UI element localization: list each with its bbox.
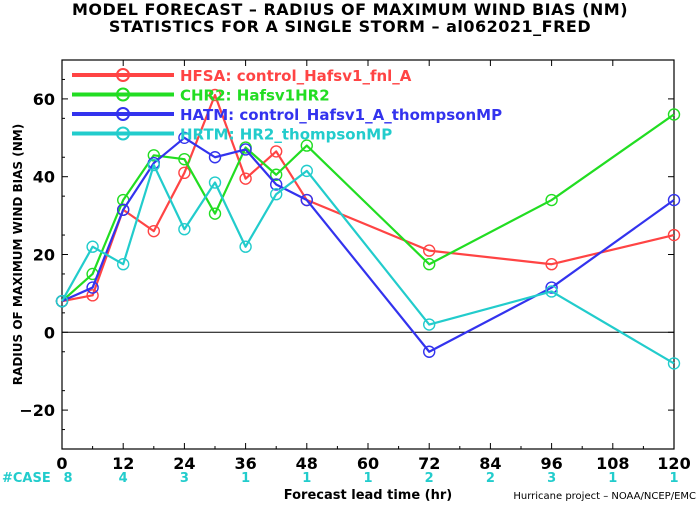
data-point-3 bbox=[208, 176, 222, 189]
legend-label-1: CHR2: Hafsv1HR2 bbox=[180, 87, 330, 105]
data-point-1 bbox=[545, 193, 558, 207]
data-point-1 bbox=[270, 168, 283, 181]
data-point-1 bbox=[667, 108, 681, 121]
chart-subtitle: STATISTICS FOR A SINGLE STORM – al062021… bbox=[108, 17, 592, 36]
data-point-2 bbox=[545, 281, 558, 294]
data-point-3 bbox=[423, 318, 436, 331]
data-point-0 bbox=[147, 224, 161, 238]
data-point-1 bbox=[208, 207, 222, 220]
data-point-3 bbox=[270, 188, 283, 201]
x-tick-label: 72 bbox=[418, 454, 440, 473]
legend-label-2: HATM: control_Hafsv1_A_thompsonMP bbox=[180, 106, 502, 124]
legend-marker-2 bbox=[116, 107, 130, 121]
case-count: 1 bbox=[241, 471, 250, 486]
x-tick-label: 24 bbox=[173, 454, 195, 473]
data-point-2 bbox=[208, 151, 222, 164]
data-point-3 bbox=[545, 285, 558, 298]
case-count: 1 bbox=[363, 471, 372, 486]
data-point-0 bbox=[667, 228, 681, 242]
case-count: 4 bbox=[119, 471, 128, 486]
case-count: 1 bbox=[608, 471, 617, 486]
data-point-3 bbox=[239, 240, 252, 253]
x-tick-label: 60 bbox=[357, 454, 379, 473]
data-point-0 bbox=[239, 172, 252, 185]
data-point-0 bbox=[208, 88, 222, 102]
data-point-3 bbox=[178, 223, 191, 236]
data-point-2 bbox=[239, 143, 252, 156]
y-tick-label: −20 bbox=[19, 401, 55, 420]
data-point-0 bbox=[545, 258, 558, 271]
series-line-3 bbox=[61, 163, 675, 365]
data-point-1 bbox=[147, 149, 161, 162]
data-point-2 bbox=[423, 345, 436, 358]
legend-label-3: HRTM: HR2_thompsonMP bbox=[180, 126, 392, 144]
y-tick-label: 60 bbox=[33, 90, 55, 109]
data-point-3 bbox=[300, 164, 313, 178]
data-point-0 bbox=[86, 289, 99, 302]
data-point-3 bbox=[147, 158, 161, 172]
legend-marker-3 bbox=[116, 126, 130, 141]
data-point-2 bbox=[300, 193, 313, 207]
legend-marker-1 bbox=[116, 87, 130, 102]
y-tick-label: 0 bbox=[44, 323, 55, 342]
x-tick-label: 84 bbox=[479, 454, 501, 473]
data-point-2 bbox=[178, 131, 191, 145]
case-count: 2 bbox=[486, 471, 495, 486]
data-point-0 bbox=[178, 166, 191, 180]
case-count: 1 bbox=[302, 471, 311, 486]
data-point-3 bbox=[667, 357, 681, 370]
data-point-2 bbox=[270, 178, 283, 191]
legend-label-0: HFSA: control_Hafsv1_fnl_A bbox=[180, 67, 412, 85]
case-label: #CASE bbox=[2, 471, 51, 486]
data-point-0 bbox=[423, 244, 436, 257]
case-count: 3 bbox=[547, 471, 556, 486]
y-tick-label: 40 bbox=[33, 168, 55, 187]
x-tick-label: 96 bbox=[540, 454, 562, 473]
case-count: 8 bbox=[63, 471, 72, 486]
x-tick-label: 36 bbox=[234, 454, 256, 473]
data-point-0 bbox=[270, 145, 283, 158]
y-axis-label: RADIUS OF MAXIMUM WIND BIAS (NM) bbox=[11, 124, 25, 385]
x-tick-label: 12 bbox=[112, 454, 134, 473]
case-count: 1 bbox=[669, 471, 678, 486]
x-tick-label: 0 bbox=[56, 454, 67, 473]
data-point-2 bbox=[86, 281, 99, 294]
x-tick-label: 108 bbox=[596, 454, 629, 473]
case-count: 2 bbox=[425, 471, 434, 486]
data-point-3 bbox=[55, 294, 69, 308]
data-point-2 bbox=[667, 193, 681, 207]
x-tick-label: 120 bbox=[657, 454, 690, 473]
data-point-2 bbox=[116, 203, 130, 216]
legend-marker-0 bbox=[116, 68, 130, 82]
data-point-3 bbox=[86, 240, 99, 253]
credit-text: Hurricane project – NOAA/NCEP/EMC bbox=[513, 491, 696, 502]
x-axis-label: Forecast lead time (hr) bbox=[284, 488, 452, 503]
series-line-2 bbox=[61, 136, 675, 353]
data-point-1 bbox=[300, 139, 313, 152]
chart-title: MODEL FORECAST – RADIUS OF MAXIMUM WIND … bbox=[71, 0, 628, 19]
data-point-1 bbox=[178, 152, 191, 166]
x-tick-label: 48 bbox=[296, 454, 318, 473]
data-point-1 bbox=[423, 258, 436, 271]
case-count: 3 bbox=[180, 471, 189, 486]
data-point-3 bbox=[116, 258, 130, 271]
y-tick-label: 20 bbox=[33, 246, 55, 265]
